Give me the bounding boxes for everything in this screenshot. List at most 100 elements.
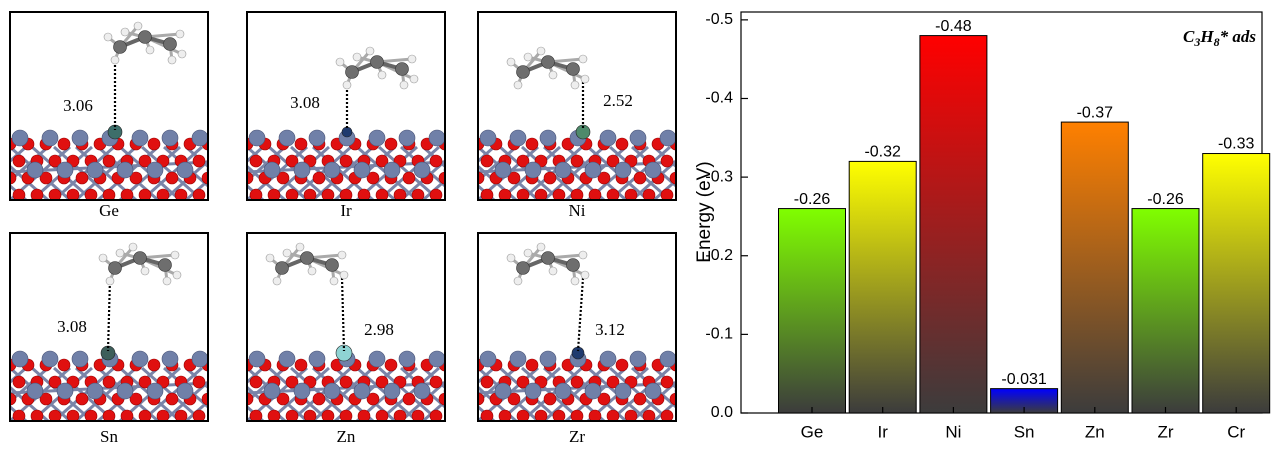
hydrogen-atom [571,277,579,285]
oxygen-atom [148,138,160,150]
oxygen-atom [211,155,223,167]
hydrogen-atom [171,251,179,259]
metal-atom [72,130,88,146]
hydrogen-atom [111,56,119,64]
hydrogen-atom [524,53,532,61]
carbon-atom [346,66,359,79]
metal-atom [177,383,193,399]
distance-line [342,278,344,351]
hydrogen-atom [338,251,346,259]
distance-label: 3.12 [595,320,625,339]
carbon-atom [371,56,384,69]
panel-label: Zr [569,427,585,446]
annotation-part: 3 [1193,35,1200,49]
metal-atom [369,130,385,146]
oxygen-atom [430,155,442,167]
metal-atom [600,351,616,367]
metal-atom [192,351,208,367]
oxygen-atom [313,393,325,405]
carbon-atom [159,259,172,272]
bar-chart: C3H8* ads Energy (eV) 0.0-0.1-0.2-0.3-0.… [694,11,1270,441]
dopant-atom [108,125,122,139]
oxygen-atom [616,138,628,150]
metal-atom [429,351,445,367]
metal-atom [354,162,370,178]
metal-atom [117,383,133,399]
structure-panel: 3.08Ir [203,12,549,220]
hydrogen-atom [178,50,186,58]
y-tick-label: -0.1 [705,326,733,343]
x-tick-label: Ge [801,422,824,441]
oxygen-atom [13,155,25,167]
metal-atom [309,351,325,367]
hydrogen-atom [104,33,112,41]
distance-label: 3.08 [290,93,320,112]
bar [1203,154,1270,413]
y-tick-label: -0.4 [705,90,733,107]
bar [920,36,987,413]
metal-atom [399,351,415,367]
hydrogen-atom [134,22,142,30]
hydrogen-atom [571,81,579,89]
metal-atom [630,130,646,146]
oxygen-atom [679,376,691,388]
hydrogen-atom [579,251,587,259]
metal-atom [480,351,496,367]
metal-atom [585,162,601,178]
metal-atom [294,162,310,178]
distance-line [108,278,110,351]
hydrogen-atom [121,28,129,36]
oxygen-atom [295,138,307,150]
metal-atom [207,162,223,178]
metal-atom [117,162,133,178]
oxygen-atom [430,376,442,388]
metal-atom [279,351,295,367]
hydrogen-atom [507,254,515,262]
carbon-atom [139,31,152,44]
figure: 3.06Ge3.08Ir2.52Ni3.08Sn2.98Zn3.12Zr C3H… [0,0,1272,450]
metal-atom [444,162,460,178]
hydrogen-atom [308,267,316,275]
hydrogen-atom [537,47,545,55]
hydrogen-atom [116,249,124,257]
dopant-atom [101,346,115,360]
metal-atom [264,383,280,399]
oxygen-atom [661,155,673,167]
oxygen-atom [250,155,262,167]
metal-atom [27,162,43,178]
hydrogen-atom [514,277,522,285]
bar [779,209,846,413]
oxygen-atom [448,155,460,167]
carbon-atom [567,63,580,76]
panel-label: Ni [569,201,586,220]
hydrogen-atom [524,249,532,257]
oxygen-atom [526,359,538,371]
oxygen-atom [295,359,307,371]
hydrogen-atom [283,249,291,257]
x-tick-label: Sn [1014,422,1035,441]
carbon-atom [134,252,147,265]
metal-atom [87,162,103,178]
oxygen-atom [313,172,325,184]
metal-atom [147,162,163,178]
metal-atom [249,130,265,146]
metal-atom [264,162,280,178]
x-tick-label: Zr [1157,422,1173,441]
oxygen-atom [58,138,70,150]
hydrogen-atom [408,55,416,63]
oxygen-atom [193,155,205,167]
x-tick-label: Ni [945,422,961,441]
metal-atom [660,130,676,146]
value-label: -0.32 [864,144,901,161]
metal-atom [525,162,541,178]
metal-atom [540,130,556,146]
carbon-atom [396,63,409,76]
oxygen-atom [76,393,88,405]
metal-atom [600,130,616,146]
metal-atom [72,351,88,367]
oxygen-atom [448,376,460,388]
oxygen-atom [481,155,493,167]
hydrogen-atom [176,30,184,38]
hydrogen-atom [168,56,176,64]
metal-atom [279,130,295,146]
